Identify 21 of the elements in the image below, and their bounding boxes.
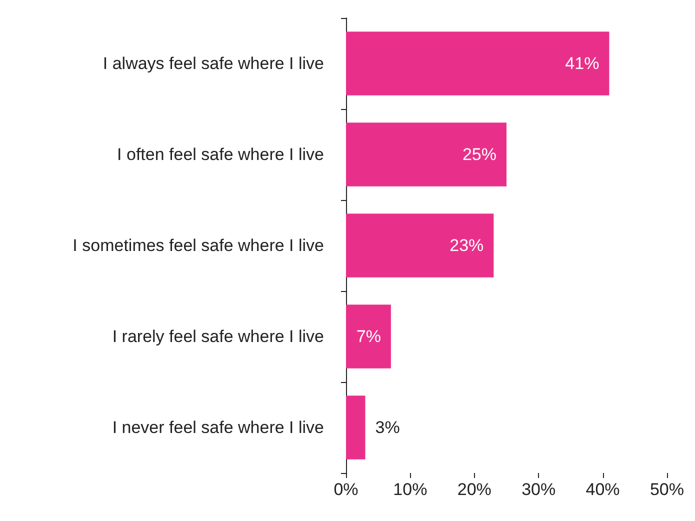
x-tick-label: 0% — [334, 480, 358, 499]
x-tick-label: 10% — [393, 480, 428, 499]
y-tick-label: I often feel safe where I live — [117, 145, 324, 164]
data-label: 7% — [356, 327, 381, 346]
bar — [346, 304, 391, 368]
x-tick-label: 40% — [586, 480, 620, 499]
y-tick-label: I never feel safe where I live — [112, 418, 324, 437]
data-label: 3% — [375, 418, 400, 437]
bar — [346, 122, 506, 186]
y-tick-label: I sometimes feel safe where I live — [72, 236, 324, 255]
bar — [346, 32, 610, 96]
x-tick-label: 50% — [650, 480, 684, 499]
data-label: 41% — [565, 54, 600, 73]
data-label: 25% — [462, 145, 496, 164]
y-tick-label: I rarely feel safe where I live — [112, 327, 324, 346]
data-label: 23% — [450, 236, 484, 255]
y-tick-label: I always feel safe where I live — [102, 54, 324, 73]
bar — [346, 214, 494, 278]
x-tick-label: 30% — [522, 480, 556, 499]
bar — [346, 396, 366, 460]
x-tick-label: 20% — [457, 480, 492, 499]
